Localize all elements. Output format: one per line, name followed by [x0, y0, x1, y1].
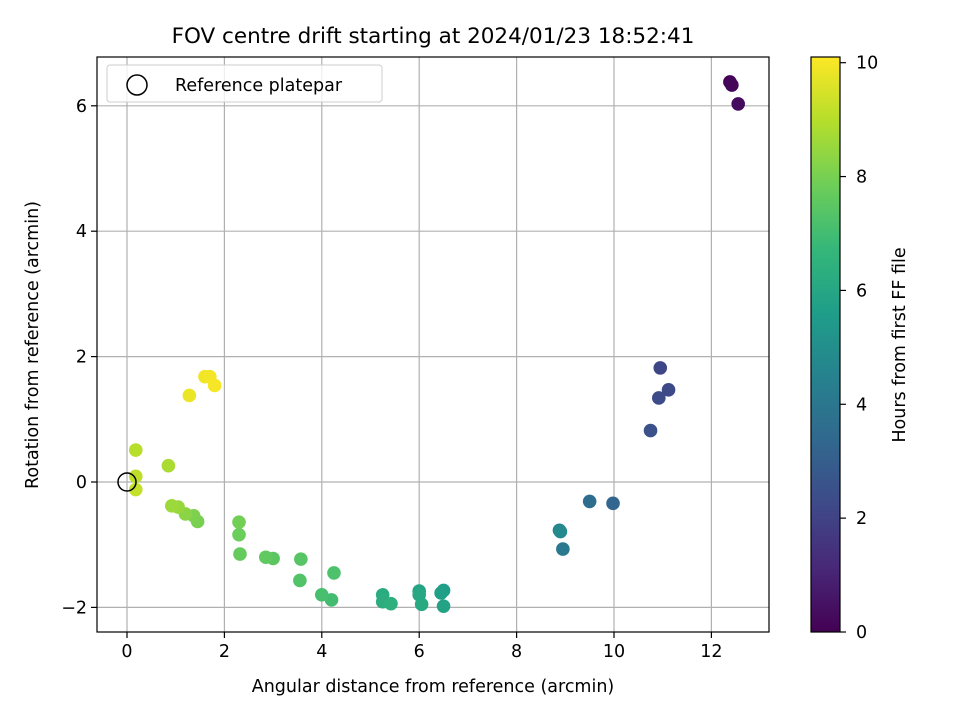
data-point [436, 599, 451, 613]
data-point [725, 78, 739, 92]
data-point [294, 552, 308, 566]
colorbar-tick-label: 0 [856, 623, 867, 643]
data-point [653, 361, 668, 375]
colorbar [811, 57, 840, 632]
y-tick-label: 2 [76, 348, 87, 368]
data-point [128, 469, 143, 484]
data-point [384, 596, 398, 611]
data-point [652, 391, 666, 405]
data-point [207, 378, 222, 393]
legend: Reference platepar [106, 64, 383, 103]
data-point [606, 496, 620, 511]
reference-marker [117, 472, 137, 492]
data-point [327, 566, 341, 580]
legend-box [106, 64, 383, 103]
colorbar-tick-label: 6 [856, 281, 867, 301]
legend-label: Reference platepar [175, 76, 343, 96]
data-point [643, 423, 658, 438]
colorbar-label: Hours from first FF file [890, 247, 910, 442]
colorbar-ticks: 0 2 4 6 8 10 [840, 54, 878, 643]
data-point [414, 597, 429, 612]
data-point [233, 547, 247, 561]
data-point [128, 482, 143, 497]
y-tick-label: −2 [61, 598, 87, 618]
colorbar-frame [810, 56, 841, 633]
data-points [128, 75, 745, 613]
y-axis-label: Rotation from reference (arcmin) [23, 201, 43, 489]
y-axis-ticks: −2 0 2 4 6 [61, 97, 97, 618]
data-point [731, 97, 745, 111]
colorbar-tick-label: 8 [856, 168, 867, 188]
data-point [315, 588, 329, 602]
x-tick-label: 12 [700, 642, 722, 662]
data-point [553, 524, 568, 539]
grid-lines [97, 57, 769, 632]
x-tick-label: 0 [121, 642, 132, 662]
x-tick-label: 6 [414, 642, 425, 662]
x-tick-label: 8 [511, 642, 522, 662]
data-point [232, 515, 246, 529]
data-point [258, 550, 273, 565]
data-point [232, 527, 246, 542]
chart-title: FOV centre drift starting at 2024/01/23 … [172, 24, 695, 49]
data-point [128, 443, 143, 457]
data-point [182, 388, 197, 403]
colorbar-tick-label: 4 [856, 395, 867, 415]
plot-frame [96, 56, 770, 633]
x-tick-label: 4 [316, 642, 327, 662]
x-tick-label: 2 [219, 642, 230, 662]
x-tick-label: 10 [603, 642, 625, 662]
y-tick-label: 6 [76, 97, 87, 117]
data-point [434, 586, 448, 600]
y-tick-label: 0 [76, 473, 87, 493]
data-point [556, 542, 570, 556]
x-axis-label: Angular distance from reference (arcmin) [252, 677, 615, 697]
y-tick-label: 4 [76, 222, 87, 242]
colorbar-tick-label: 2 [856, 509, 867, 529]
colorbar-tick-label: 10 [856, 54, 878, 74]
data-point [661, 383, 676, 397]
data-point [293, 573, 307, 588]
data-point [582, 494, 597, 509]
data-point [165, 499, 179, 513]
x-axis-ticks: 0 2 4 6 8 10 12 [121, 632, 723, 662]
data-point [161, 458, 176, 473]
legend-marker [126, 74, 148, 96]
